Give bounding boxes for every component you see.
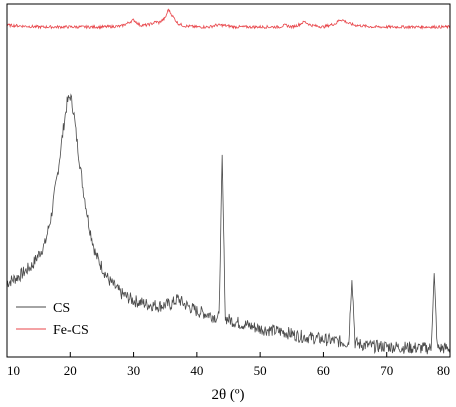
x-tick-label-10: 10	[7, 363, 20, 378]
x-axis: 10 20 30 40 50 60 70 80	[6, 352, 451, 378]
x-tick-label-30: 30	[127, 363, 140, 378]
x-tick-label-80: 80	[437, 363, 450, 378]
x-axis-title: 2θ (º)	[211, 387, 244, 403]
x-tick-label-40: 40	[190, 363, 203, 378]
legend-label-fe-cs: Fe-CS	[53, 323, 89, 338]
x-tick-label-50: 50	[254, 363, 267, 378]
x-tick-label-20: 20	[64, 363, 77, 378]
legend-label-cs: CS	[53, 301, 70, 316]
series-line-cs	[6, 93, 451, 355]
legend: CS Fe-CS	[16, 301, 89, 338]
plot-frame	[6, 3, 451, 358]
series-line-fe-cs	[6, 8, 451, 30]
x-tick-label-60: 60	[317, 363, 330, 378]
series-layer	[6, 8, 451, 355]
x-tick-label-70: 70	[380, 363, 393, 378]
